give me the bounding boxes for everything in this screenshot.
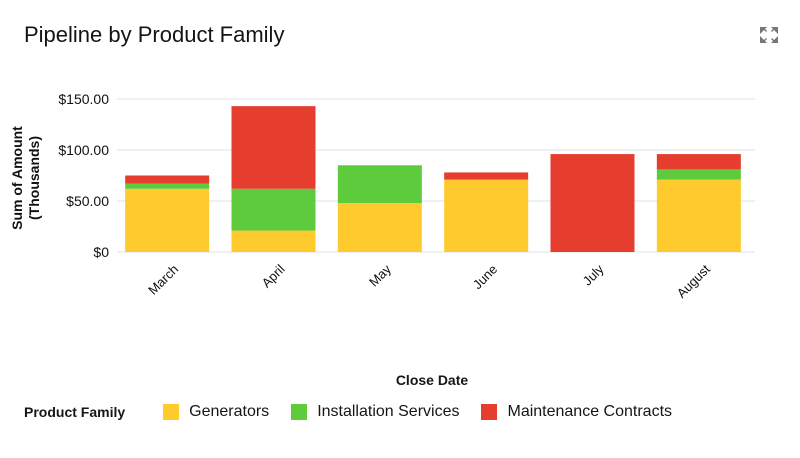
legend-label: Maintenance Contracts bbox=[507, 403, 673, 420]
y-axis-sublabel: (Thousands) bbox=[26, 136, 42, 220]
expand-icon[interactable] bbox=[760, 27, 778, 43]
bar-segment[interactable] bbox=[656, 179, 741, 252]
bar-segment[interactable] bbox=[444, 172, 529, 180]
legend-item-installation-services[interactable]: Installation Services bbox=[291, 403, 459, 421]
bar-segment[interactable] bbox=[337, 165, 422, 204]
legend-label: Generators bbox=[189, 403, 270, 420]
bar-segment[interactable] bbox=[337, 203, 422, 252]
bar-segment[interactable] bbox=[125, 188, 210, 252]
legend-swatch bbox=[291, 404, 308, 420]
x-tick-label: April bbox=[259, 261, 288, 290]
legend-swatch bbox=[481, 404, 498, 420]
x-tick-label: July bbox=[580, 261, 607, 288]
legend-item-generators[interactable]: Generators bbox=[163, 403, 269, 421]
chart-title: Pipeline by Product Family bbox=[24, 22, 285, 47]
bar-segment[interactable] bbox=[550, 154, 635, 252]
bar-segment[interactable] bbox=[444, 179, 529, 252]
x-tick-label: August bbox=[674, 261, 713, 300]
bar-segment[interactable] bbox=[125, 183, 210, 189]
y-tick-label: $50.00 bbox=[66, 193, 109, 209]
y-tick-label: $0 bbox=[93, 244, 109, 260]
bar-segment[interactable] bbox=[656, 169, 741, 180]
x-tick-label: June bbox=[470, 262, 501, 293]
bar-segment[interactable] bbox=[231, 230, 316, 252]
legend-title: Product Family bbox=[24, 404, 126, 420]
legend-swatch bbox=[163, 404, 180, 420]
bar-segment[interactable] bbox=[656, 154, 741, 170]
bar-segment[interactable] bbox=[231, 188, 316, 231]
x-tick-label: March bbox=[145, 262, 181, 298]
stacked-bar-chart: $0 $50.00 $100.00 $150.00 March April May June… bbox=[9, 91, 755, 301]
bar-segment[interactable] bbox=[231, 106, 316, 189]
legend-label: Installation Services bbox=[317, 403, 460, 420]
y-axis-label: Sum of Amount bbox=[9, 126, 25, 230]
x-axis-label: Close Date bbox=[395, 372, 469, 388]
legend-item-maintenance-contracts[interactable]: Maintenance Contracts bbox=[481, 403, 672, 421]
bar-segment[interactable] bbox=[125, 175, 210, 184]
y-tick-label: $150.00 bbox=[58, 91, 109, 107]
y-tick-label: $100.00 bbox=[58, 142, 109, 158]
x-tick-label: May bbox=[366, 261, 394, 289]
legend: Product Family Generators Installation S… bbox=[24, 403, 694, 421]
